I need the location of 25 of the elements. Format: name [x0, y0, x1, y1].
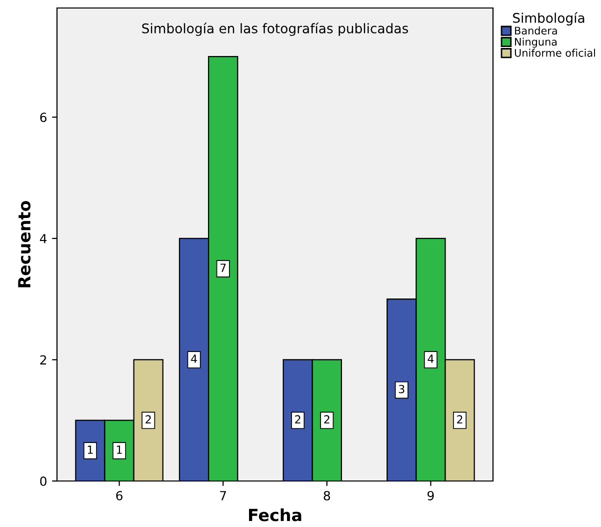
- data-label: 4: [428, 354, 434, 363]
- x-tick-label: 9: [428, 490, 434, 500]
- y-tick-label: 4: [40, 234, 47, 244]
- data-label: 1: [116, 446, 122, 454]
- x-tick-label: 7: [220, 491, 226, 500]
- x-tick-label: 8: [324, 490, 330, 500]
- y-tick-label: 0: [40, 476, 46, 486]
- legend-label: Ninguna: [515, 38, 557, 48]
- text: Simbología en las fotografías publicadas: [142, 22, 408, 36]
- x-tick-label: 6: [116, 490, 122, 500]
- y-axis-title: Recuento: [18, 200, 31, 288]
- data-label: 2: [457, 415, 462, 424]
- x-axis-title: Fecha: [249, 508, 302, 522]
- data-label: 1: [88, 446, 93, 454]
- legend-label: Bandera: [515, 26, 557, 35]
- data-label: 3: [398, 384, 404, 394]
- data-label: 2: [295, 415, 300, 424]
- data-label: 2: [324, 415, 330, 424]
- data-label: 7: [220, 264, 226, 272]
- data-label: 2: [146, 415, 151, 424]
- legend-title: Simbología: [513, 12, 584, 26]
- y-tick-label: 6: [40, 112, 46, 122]
- y-tick-label: 2: [40, 355, 46, 364]
- data-label: 4: [191, 354, 197, 363]
- legend-label: Uniforme oficial: [514, 48, 596, 57]
